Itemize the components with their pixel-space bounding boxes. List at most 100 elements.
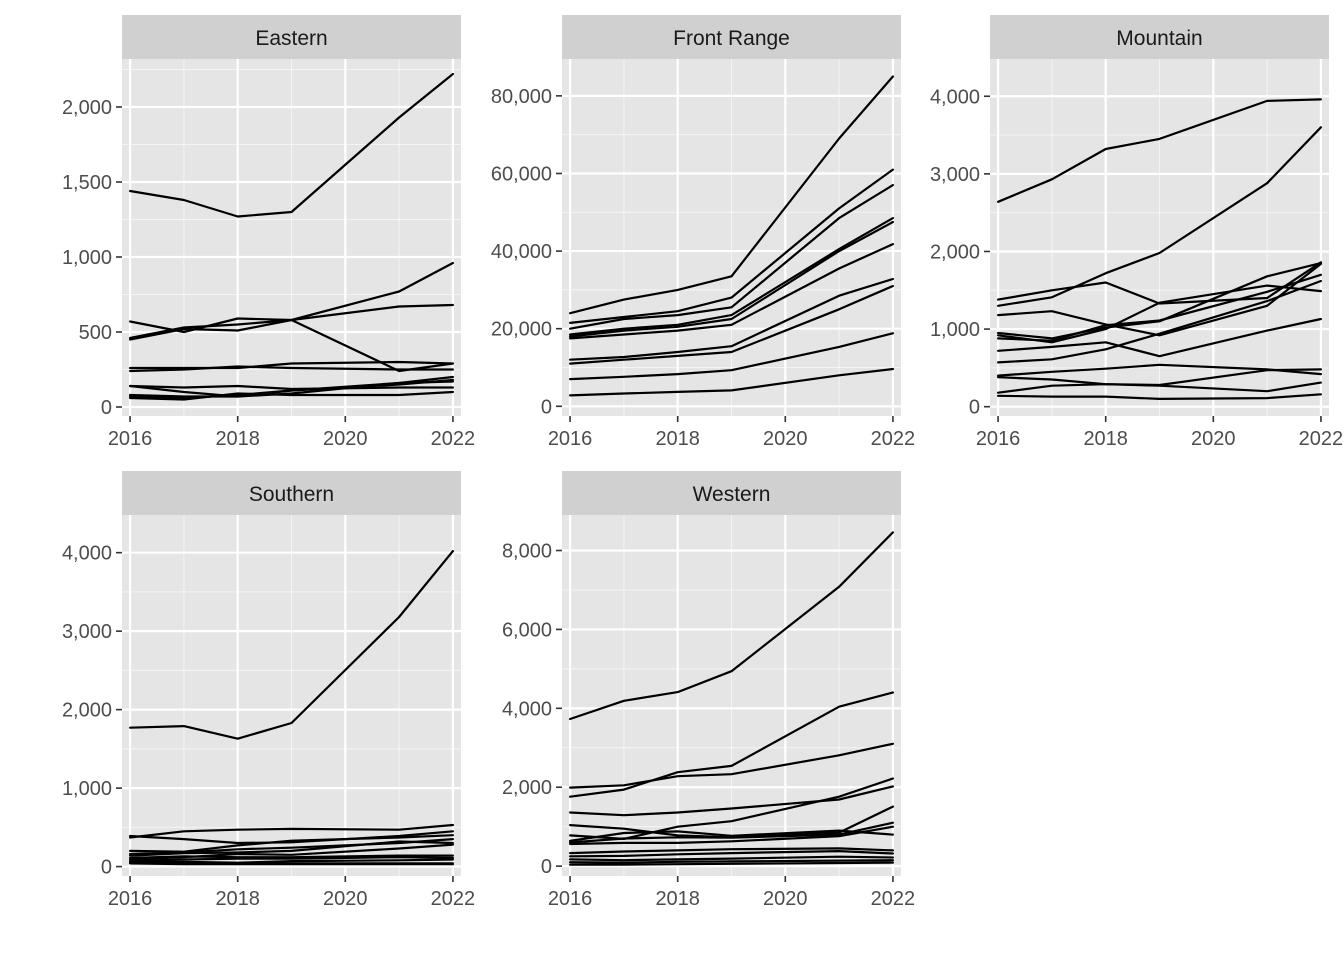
x-axis-southern: 2016 2018 2020 2022	[108, 876, 475, 910]
y-axis-front-range: 0 20,000 40,000 60,000 80,000	[491, 86, 562, 418]
x-tick-label: 2022	[1299, 428, 1344, 450]
series-line-western-2	[568, 691, 895, 798]
series-line-western-8	[568, 821, 895, 844]
series-line-southern-9	[129, 856, 454, 863]
series-line-eastern-1	[129, 72, 454, 218]
series-line-western-7	[568, 829, 895, 843]
x-tick-label: 2022	[871, 888, 916, 910]
y-tick-label: 2,000	[502, 777, 552, 799]
panel-eastern: Eastern 0 500 1,000 1,500 2,000 2016 2018 2020…	[62, 15, 475, 450]
strip-southern	[122, 471, 461, 515]
series-line-western-4	[568, 785, 895, 817]
y-tick-label: 3,000	[62, 621, 112, 643]
y-tick-label: 1,000	[62, 247, 112, 269]
x-axis-front-range: 2016 2018 2020 2022	[548, 416, 915, 450]
series-line-mountain-2	[996, 126, 1323, 307]
series-line-eastern-5	[129, 360, 454, 370]
series-line-mountain-7	[996, 273, 1323, 342]
series-line-eastern-11	[129, 380, 454, 400]
strip-label-front-range: Front Range	[673, 27, 790, 50]
x-tick-label: 2018	[215, 888, 260, 910]
series-line-southern-1	[129, 549, 454, 740]
x-tick-label: 2020	[323, 888, 368, 910]
x-axis-mountain: 2016 2018 2020 2022	[976, 416, 1343, 450]
y-tick-label: 2,000	[930, 241, 980, 263]
series-line-western-13	[568, 859, 895, 864]
y-tick-label: 0	[541, 856, 552, 878]
series-line-western-6	[568, 805, 895, 839]
x-tick-label: 2016	[108, 888, 153, 910]
strip-western	[562, 471, 901, 515]
series-group-eastern	[129, 72, 454, 401]
y-tick-label: 1,500	[62, 172, 112, 194]
y-axis-mountain: 0 1,000 2,000 3,000 4,000	[930, 86, 990, 419]
series-line-southern-12	[129, 862, 454, 866]
strip-label-western: Western	[693, 483, 771, 506]
series-line-western-3	[568, 742, 895, 789]
x-tick-label: 2022	[871, 428, 916, 450]
series-line-front-range-5	[568, 220, 895, 338]
series-line-mountain-9	[996, 279, 1323, 364]
series-line-eastern-7	[129, 384, 454, 391]
x-tick-label: 2016	[548, 888, 593, 910]
x-axis-western: 2016 2018 2020 2022	[548, 876, 915, 910]
series-line-front-range-3	[568, 184, 895, 330]
x-axis-eastern: 2016 2018 2020 2022	[108, 416, 475, 450]
gridlines-southern	[122, 515, 461, 876]
x-tick-label: 2020	[323, 428, 368, 450]
strip-label-southern: Southern	[249, 483, 334, 506]
y-tick-label: 0	[101, 857, 112, 879]
y-tick-label: 8,000	[502, 541, 552, 563]
series-line-front-range-6	[568, 243, 895, 340]
series-line-western-11	[568, 849, 895, 858]
gridlines-eastern	[122, 59, 461, 416]
series-group-front-range	[568, 75, 895, 397]
y-tick-label: 2,000	[62, 97, 112, 119]
strip-label-eastern: Eastern	[255, 27, 327, 50]
x-tick-label: 2016	[548, 428, 593, 450]
series-group-southern	[129, 549, 454, 866]
series-line-western-14	[568, 861, 895, 866]
y-tick-label: 6,000	[502, 619, 552, 641]
series-line-front-range-1	[568, 75, 895, 315]
series-line-mountain-3	[996, 261, 1323, 305]
x-tick-label: 2018	[655, 888, 700, 910]
y-tick-label: 4,000	[502, 698, 552, 720]
series-group-western	[568, 531, 895, 866]
series-line-western-1	[568, 531, 895, 721]
series-line-mountain-8	[996, 317, 1323, 358]
series-line-mountain-5	[996, 262, 1323, 340]
series-line-mountain-13	[996, 393, 1323, 400]
x-tick-label: 2016	[976, 428, 1021, 450]
y-tick-label: 0	[969, 397, 980, 419]
series-group-mountain	[996, 98, 1323, 400]
y-tick-label: 4,000	[930, 86, 980, 108]
series-line-front-range-10	[568, 367, 895, 397]
series-line-eastern-6	[129, 365, 454, 373]
y-tick-label: 60,000	[491, 163, 552, 185]
y-axis-southern: 0 1,000 2,000 3,000 4,000	[62, 543, 122, 879]
y-axis-eastern: 0 500 1,000 1,500 2,000	[62, 97, 122, 419]
x-tick-label: 2022	[431, 428, 476, 450]
y-tick-label: 3,000	[930, 164, 980, 186]
strip-mountain	[990, 15, 1329, 59]
series-line-mountain-12	[996, 368, 1323, 394]
series-line-front-range-8	[568, 284, 895, 365]
series-line-western-10	[568, 847, 895, 855]
series-line-mountain-1	[996, 98, 1323, 203]
strip-label-mountain: Mountain	[1116, 27, 1202, 50]
x-tick-label: 2020	[763, 428, 808, 450]
panel-front-range: Front Range 0 20,000 40,000 60,000 80,000 20…	[491, 15, 915, 450]
series-line-western-9	[568, 825, 895, 846]
series-line-southern-4	[129, 834, 454, 853]
series-line-western-12	[568, 855, 895, 862]
x-tick-label: 2020	[763, 888, 808, 910]
strip-eastern	[122, 15, 461, 59]
x-tick-label: 2020	[1191, 428, 1236, 450]
strip-front-range	[562, 15, 901, 59]
series-line-southern-2	[129, 823, 454, 839]
series-line-front-range-7	[568, 277, 895, 361]
